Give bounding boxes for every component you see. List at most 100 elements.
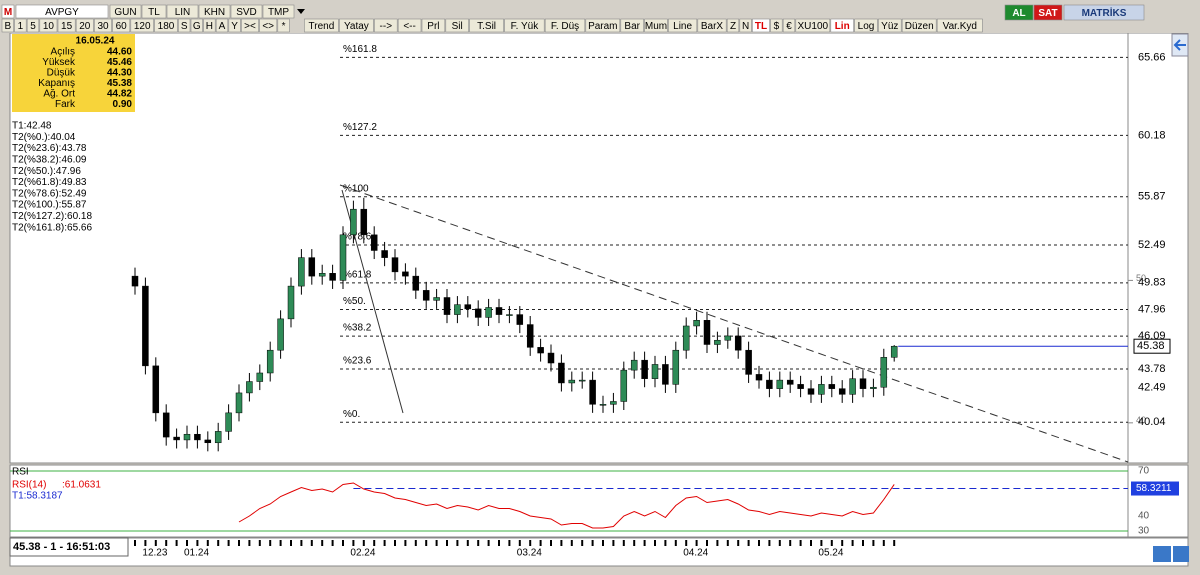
toolbar-button[interactable] (75, 18, 94, 33)
info-label: Kapanış (38, 78, 75, 89)
toolbar-button[interactable] (878, 18, 902, 33)
toolbar-button[interactable] (112, 18, 131, 33)
toolbar-button[interactable] (339, 18, 374, 33)
toolbar-button[interactable] (504, 18, 545, 33)
candle-body (474, 308, 482, 318)
toolbar-button-label: Bar (624, 21, 640, 32)
toolbar-button[interactable] (469, 18, 504, 33)
fib-label: %161.8 (343, 44, 377, 55)
candle-body (194, 433, 201, 441)
toolbar-button-label: 180 (158, 21, 175, 32)
toolbar-button[interactable] (130, 18, 154, 33)
date-axis (9, 537, 1189, 567)
candle-body (225, 412, 232, 432)
toolbar-button-label: 120 (134, 21, 151, 32)
toolbar-button[interactable] (585, 18, 621, 33)
toolbar-button[interactable] (1, 18, 14, 33)
candle-body (266, 349, 274, 374)
toolbar-button[interactable] (644, 18, 668, 33)
toolbar-button[interactable] (901, 18, 937, 33)
toolbar-button-label: F. Yük (511, 21, 540, 32)
toolbar-button[interactable] (228, 18, 241, 33)
toolbar-button-label: Yatay (344, 21, 369, 32)
fib-price: 55.87 (1138, 191, 1166, 203)
date-label: 04.24 (683, 548, 708, 559)
toolbar-button[interactable] (26, 18, 40, 33)
toolbar-button[interactable] (94, 18, 112, 33)
toolbar-button[interactable] (795, 18, 831, 33)
toolbar-button[interactable] (620, 18, 644, 33)
toolbar-button[interactable] (936, 18, 983, 33)
settings-icon[interactable] (1153, 546, 1171, 562)
toolbar-button[interactable] (154, 18, 178, 33)
candle-body (443, 297, 451, 315)
toolbar-button-label: Var.Kyd (943, 21, 977, 32)
toolbar-button-label: LIN (175, 7, 191, 18)
toolbar-button-label: --> (380, 21, 393, 32)
toolbar-button[interactable] (397, 18, 422, 33)
toolbar-button[interactable] (203, 18, 216, 33)
toolbar-button[interactable] (14, 18, 27, 33)
toolbar-button[interactable] (374, 18, 398, 33)
info-value: 45.46 (107, 57, 132, 68)
toolbar-button[interactable] (262, 4, 295, 19)
status-box (9, 537, 129, 557)
toolbar-button-label: XU100 (798, 21, 829, 32)
toolbar-button[interactable] (230, 4, 263, 19)
toolbar-button[interactable] (770, 18, 783, 33)
toolbar-button[interactable] (830, 18, 854, 33)
toolbar-button[interactable] (739, 18, 752, 33)
candle-body (131, 275, 139, 287)
fib-price: 40.04 (1138, 416, 1166, 428)
toolbar-button[interactable] (697, 18, 727, 33)
brand-label: MATRİKS (1082, 6, 1127, 19)
toolbar-button[interactable] (241, 18, 259, 33)
candle-body (672, 349, 680, 385)
buy-button[interactable] (1004, 4, 1034, 21)
toolbar-button-label: H (206, 21, 213, 32)
candle-body (807, 388, 815, 395)
toolbar-button[interactable] (39, 18, 58, 33)
candle-body (714, 339, 721, 345)
candle-body (703, 320, 711, 345)
logo[interactable] (1, 4, 15, 19)
toolbar-button[interactable] (198, 4, 231, 19)
rsi-tick-label: 30 (1138, 526, 1150, 537)
candle-body (246, 381, 253, 394)
candle-body (870, 386, 877, 389)
toolbar-button[interactable] (57, 18, 76, 33)
brand[interactable] (1063, 4, 1145, 21)
toolbar-button[interactable] (752, 18, 770, 33)
toolbar-button[interactable] (259, 18, 278, 33)
toolbar-button-label: 15 (61, 21, 73, 32)
symbol-box[interactable] (15, 4, 109, 19)
toolbar-button[interactable] (421, 18, 446, 33)
toolbar-button[interactable] (190, 18, 203, 33)
candle-body (745, 349, 752, 375)
toolbar-button[interactable] (544, 18, 586, 33)
symbol-box-label: AVPGY (45, 7, 79, 18)
sell-button[interactable] (1033, 4, 1063, 21)
toolbar-button[interactable] (277, 18, 290, 33)
target-text: T2(%50.):47.96 (12, 166, 81, 177)
candle-body (766, 379, 773, 389)
toolbar-button-label: € (786, 21, 792, 32)
toolbar-button[interactable] (304, 18, 339, 33)
rsi-tick-label: 70 (1138, 466, 1150, 477)
toolbar-button[interactable] (782, 18, 796, 33)
toolbar-button[interactable] (109, 4, 142, 19)
help-icon[interactable] (1173, 546, 1189, 562)
toolbar-button[interactable] (141, 4, 167, 19)
toolbar-button[interactable] (445, 18, 469, 33)
info-box (12, 34, 135, 112)
toolbar-button-label: Line (673, 21, 692, 32)
toolbar-button[interactable] (166, 4, 199, 19)
toolbar-button[interactable] (668, 18, 698, 33)
toolbar-button[interactable] (854, 18, 878, 33)
toolbar-button[interactable] (178, 18, 191, 33)
toolbar-button[interactable] (726, 18, 740, 33)
toolbar-button-label: Z (730, 21, 736, 32)
target-text: T2(%161.8):65.66 (12, 222, 92, 233)
toolbar-button[interactable] (215, 18, 229, 33)
